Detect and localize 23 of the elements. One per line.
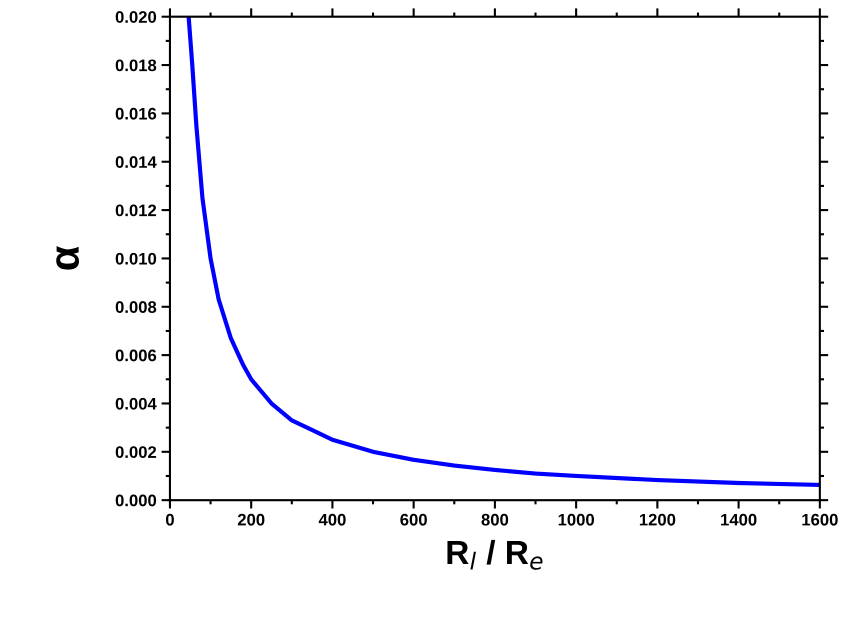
x-tick-label: 800 (482, 514, 508, 526)
y-tick-label: 0.000 (116, 494, 156, 506)
y-tick-label: 0.006 (116, 350, 156, 362)
x-tick-label: 200 (238, 514, 264, 526)
y-tick-label: 0.014 (116, 156, 157, 168)
line-series (186, 16, 820, 488)
x-tick-label: 1000 (558, 514, 594, 526)
x-axis-title: R$_{l}$ / R$_{e}$ (447, 540, 543, 570)
x-tick-label: 1200 (640, 514, 676, 526)
y-tick-label: 0.020 (116, 11, 156, 23)
y-tick-label: 0.018 (116, 59, 156, 72)
y-tick-label: 0.008 (116, 301, 156, 313)
y-tick-label: 0.010 (116, 252, 156, 265)
x-tick-label: 600 (400, 514, 427, 526)
x-tick-label: 1400 (721, 514, 756, 526)
y-tick-label: 0.004 (116, 398, 157, 410)
y-axis-title: α (56, 246, 80, 270)
x-tick-label: 400 (318, 514, 346, 526)
x-tick-label: 0 (166, 514, 174, 526)
y-tick-label: 0.012 (116, 204, 156, 216)
x-tick-label: 1600 (802, 514, 838, 526)
y-tick-label: 0.002 (116, 446, 156, 458)
y-tick-label: 0.016 (116, 108, 156, 120)
